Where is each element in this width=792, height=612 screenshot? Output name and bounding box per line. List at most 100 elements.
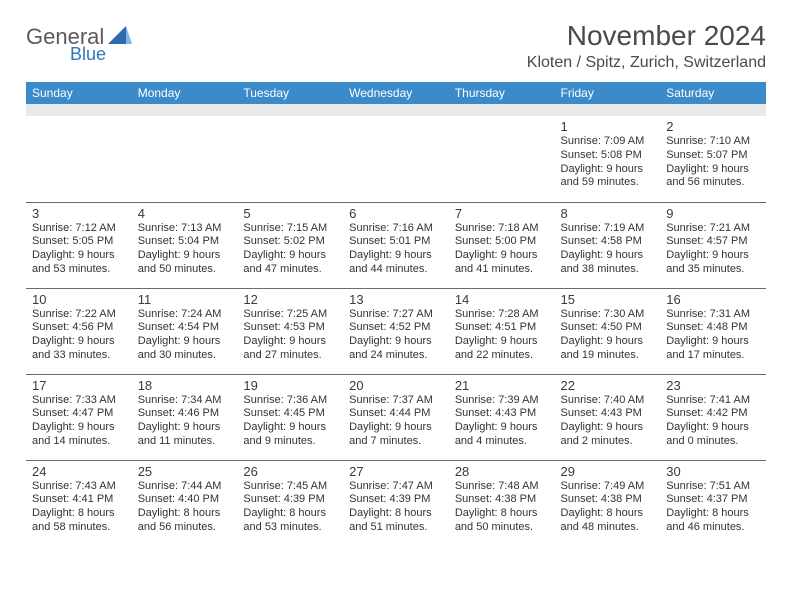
day-cell: 6Sunrise: 7:16 AMSunset: 5:01 PMDaylight… [343,202,449,288]
info-line-d2: and 48 minutes. [561,521,655,535]
logo-blue: Blue [70,44,106,65]
column-header: Saturday [660,82,766,104]
info-line-d2: and 22 minutes. [455,349,549,363]
info-line-ss: Sunset: 4:39 PM [349,493,443,507]
info-line-sr: Sunrise: 7:48 AM [455,480,549,494]
info-line-ss: Sunset: 5:02 PM [243,235,337,249]
info-line-ss: Sunset: 4:52 PM [349,321,443,335]
info-line-d2: and 4 minutes. [455,435,549,449]
day-number: 26 [243,464,337,479]
day-number: 30 [666,464,760,479]
info-line-ss: Sunset: 4:40 PM [138,493,232,507]
info-line-sr: Sunrise: 7:43 AM [32,480,126,494]
info-line-d1: Daylight: 9 hours [243,249,337,263]
day-cell: 11Sunrise: 7:24 AMSunset: 4:54 PMDayligh… [132,288,238,374]
day-info: Sunrise: 7:24 AMSunset: 4:54 PMDaylight:… [138,308,232,363]
info-line-ss: Sunset: 4:58 PM [561,235,655,249]
info-line-d2: and 56 minutes. [666,176,760,190]
day-number: 6 [349,206,443,221]
day-info: Sunrise: 7:49 AMSunset: 4:38 PMDaylight:… [561,480,655,535]
info-line-sr: Sunrise: 7:19 AM [561,222,655,236]
info-line-ss: Sunset: 4:37 PM [666,493,760,507]
info-line-d1: Daylight: 9 hours [561,335,655,349]
info-line-ss: Sunset: 4:48 PM [666,321,760,335]
day-info: Sunrise: 7:19 AMSunset: 4:58 PMDaylight:… [561,222,655,277]
week-row: 1Sunrise: 7:09 AMSunset: 5:08 PMDaylight… [26,116,766,202]
info-line-d1: Daylight: 9 hours [561,163,655,177]
info-line-sr: Sunrise: 7:10 AM [666,135,760,149]
day-cell: 26Sunrise: 7:45 AMSunset: 4:39 PMDayligh… [237,460,343,546]
day-number: 10 [32,292,126,307]
spacer-row [26,104,766,116]
info-line-ss: Sunset: 4:57 PM [666,235,760,249]
info-line-sr: Sunrise: 7:41 AM [666,394,760,408]
day-cell [343,116,449,202]
info-line-d1: Daylight: 9 hours [561,249,655,263]
info-line-sr: Sunrise: 7:25 AM [243,308,337,322]
day-info: Sunrise: 7:34 AMSunset: 4:46 PMDaylight:… [138,394,232,449]
day-number: 17 [32,378,126,393]
title-block: November 2024 Kloten / Spitz, Zurich, Sw… [527,20,766,72]
info-line-sr: Sunrise: 7:33 AM [32,394,126,408]
info-line-sr: Sunrise: 7:09 AM [561,135,655,149]
day-info: Sunrise: 7:13 AMSunset: 5:04 PMDaylight:… [138,222,232,277]
day-number: 13 [349,292,443,307]
info-line-d2: and 53 minutes. [32,263,126,277]
day-info: Sunrise: 7:37 AMSunset: 4:44 PMDaylight:… [349,394,443,449]
day-cell: 19Sunrise: 7:36 AMSunset: 4:45 PMDayligh… [237,374,343,460]
day-cell: 21Sunrise: 7:39 AMSunset: 4:43 PMDayligh… [449,374,555,460]
info-line-d1: Daylight: 9 hours [666,335,760,349]
info-line-sr: Sunrise: 7:13 AM [138,222,232,236]
day-cell: 30Sunrise: 7:51 AMSunset: 4:37 PMDayligh… [660,460,766,546]
info-line-d1: Daylight: 9 hours [243,421,337,435]
info-line-d2: and 59 minutes. [561,176,655,190]
info-line-ss: Sunset: 4:54 PM [138,321,232,335]
column-header: Friday [555,82,661,104]
day-cell: 29Sunrise: 7:49 AMSunset: 4:38 PMDayligh… [555,460,661,546]
day-number: 22 [561,378,655,393]
day-info: Sunrise: 7:36 AMSunset: 4:45 PMDaylight:… [243,394,337,449]
info-line-d1: Daylight: 9 hours [349,421,443,435]
day-number: 2 [666,119,760,134]
day-info: Sunrise: 7:41 AMSunset: 4:42 PMDaylight:… [666,394,760,449]
info-line-ss: Sunset: 4:41 PM [32,493,126,507]
day-info: Sunrise: 7:27 AMSunset: 4:52 PMDaylight:… [349,308,443,363]
info-line-d1: Daylight: 9 hours [666,421,760,435]
info-line-d1: Daylight: 9 hours [666,249,760,263]
info-line-d1: Daylight: 9 hours [455,421,549,435]
header: General Blue November 2024 Kloten / Spit… [26,20,766,72]
info-line-d1: Daylight: 9 hours [455,249,549,263]
info-line-sr: Sunrise: 7:12 AM [32,222,126,236]
info-line-d1: Daylight: 9 hours [666,163,760,177]
day-cell: 2Sunrise: 7:10 AMSunset: 5:07 PMDaylight… [660,116,766,202]
info-line-d2: and 0 minutes. [666,435,760,449]
day-number: 16 [666,292,760,307]
day-number: 9 [666,206,760,221]
info-line-d2: and 19 minutes. [561,349,655,363]
day-cell: 7Sunrise: 7:18 AMSunset: 5:00 PMDaylight… [449,202,555,288]
info-line-d1: Daylight: 8 hours [32,507,126,521]
info-line-ss: Sunset: 5:07 PM [666,149,760,163]
info-line-d1: Daylight: 9 hours [138,249,232,263]
info-line-d2: and 41 minutes. [455,263,549,277]
day-number: 3 [32,206,126,221]
day-number: 11 [138,292,232,307]
day-cell: 1Sunrise: 7:09 AMSunset: 5:08 PMDaylight… [555,116,661,202]
info-line-ss: Sunset: 4:38 PM [455,493,549,507]
day-cell: 17Sunrise: 7:33 AMSunset: 4:47 PMDayligh… [26,374,132,460]
info-line-ss: Sunset: 5:01 PM [349,235,443,249]
day-cell: 12Sunrise: 7:25 AMSunset: 4:53 PMDayligh… [237,288,343,374]
day-cell: 22Sunrise: 7:40 AMSunset: 4:43 PMDayligh… [555,374,661,460]
day-cell: 15Sunrise: 7:30 AMSunset: 4:50 PMDayligh… [555,288,661,374]
day-number: 19 [243,378,337,393]
info-line-d1: Daylight: 8 hours [561,507,655,521]
day-info: Sunrise: 7:09 AMSunset: 5:08 PMDaylight:… [561,135,655,190]
day-number: 14 [455,292,549,307]
info-line-ss: Sunset: 5:08 PM [561,149,655,163]
info-line-sr: Sunrise: 7:34 AM [138,394,232,408]
day-info: Sunrise: 7:21 AMSunset: 4:57 PMDaylight:… [666,222,760,277]
month-title: November 2024 [527,20,766,52]
day-info: Sunrise: 7:22 AMSunset: 4:56 PMDaylight:… [32,308,126,363]
day-number: 23 [666,378,760,393]
info-line-d1: Daylight: 8 hours [455,507,549,521]
